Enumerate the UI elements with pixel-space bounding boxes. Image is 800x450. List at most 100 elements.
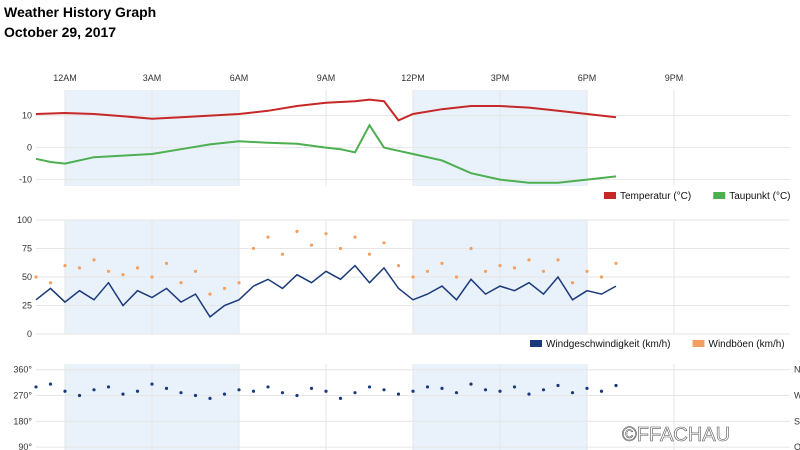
gust-point	[150, 275, 154, 279]
direction-point	[63, 389, 67, 393]
gust-point	[237, 281, 241, 285]
direction-point	[512, 385, 517, 389]
gust-point	[179, 281, 183, 285]
direction-point	[454, 391, 459, 395]
legend-swatch	[604, 192, 616, 199]
gust-point	[425, 269, 430, 273]
y-tick-label: 100	[17, 215, 32, 225]
y-tick-label: 50	[22, 272, 32, 282]
gust-point	[454, 275, 459, 279]
gust-point	[266, 235, 270, 239]
page-date: October 29, 2017	[4, 24, 117, 40]
series-line-primary	[35, 98, 617, 122]
gust-point	[324, 232, 328, 236]
gust-point	[541, 269, 546, 273]
direction-point	[382, 388, 386, 392]
y-tick-label: 0	[27, 329, 32, 339]
gust-point	[396, 264, 401, 268]
direction-point	[338, 396, 343, 400]
gust-point	[208, 292, 212, 296]
series-line-secondary	[35, 123, 617, 184]
gust-point	[382, 241, 386, 245]
x-tick-label: 6AM	[230, 73, 249, 83]
direction-point	[324, 389, 328, 393]
y-tick-label: 0	[27, 143, 32, 153]
gust-point	[440, 261, 444, 265]
watermark-text: ©FFACHAU	[622, 424, 730, 446]
y-right-label: W	[794, 391, 800, 401]
gust-point	[411, 275, 415, 279]
x-tick-label: 12AM	[53, 73, 77, 83]
direction-point	[251, 389, 256, 393]
y-right-label: N	[794, 365, 800, 375]
direction-point	[396, 392, 401, 396]
gust-point	[251, 246, 256, 251]
direction-point	[295, 393, 299, 398]
y-right-label: S	[794, 416, 800, 426]
direction-point	[280, 391, 285, 395]
gust-point	[63, 264, 67, 268]
x-tick-label: 9AM	[317, 73, 336, 83]
direction-point	[150, 382, 154, 386]
x-tick-label: 3PM	[491, 73, 510, 83]
direction-point	[222, 392, 227, 396]
x-tick-label: 9PM	[665, 73, 684, 83]
direction-point	[483, 388, 488, 392]
direction-point	[164, 386, 169, 390]
x-tick-label: 12PM	[401, 73, 425, 83]
direction-point	[77, 393, 82, 398]
legend-label: Windgeschwindigkeit (km/h)	[546, 339, 671, 350]
direction-point	[614, 383, 618, 388]
y-tick-label: 270°	[13, 391, 32, 401]
gust-point	[48, 281, 53, 285]
direction-point	[411, 389, 415, 393]
direction-point	[193, 393, 198, 398]
direction-point	[556, 383, 560, 388]
direction-point	[353, 391, 357, 395]
direction-point	[48, 382, 53, 386]
gust-point	[483, 269, 488, 273]
legend-swatch	[713, 192, 726, 199]
y-tick-label: 90°	[18, 442, 32, 450]
direction-point	[208, 396, 212, 400]
legend-label: Temperatur (°C)	[620, 191, 691, 202]
x-tick-label: 3AM	[143, 73, 162, 83]
direction-point	[309, 386, 314, 390]
direction-point	[527, 392, 531, 396]
x-tick-label: 6PM	[578, 73, 597, 83]
gust-point	[556, 258, 560, 262]
gust-point	[570, 281, 575, 285]
gust-point	[106, 269, 111, 273]
y-tick-label: 360°	[13, 365, 32, 375]
gust-point	[295, 229, 299, 233]
gust-point	[92, 258, 96, 262]
series-line-primary	[35, 264, 617, 319]
y-tick-label: 10	[22, 111, 32, 121]
gust-point	[280, 252, 285, 256]
direction-point	[237, 388, 241, 392]
direction-point	[469, 382, 473, 386]
gust-point	[469, 246, 473, 251]
direction-point	[440, 386, 444, 390]
direction-point	[92, 388, 96, 392]
legend-swatch	[692, 340, 705, 347]
direction-point	[541, 388, 546, 392]
direction-point	[121, 392, 125, 396]
gust-point	[367, 252, 372, 256]
gust-point	[338, 246, 343, 251]
direction-point	[570, 391, 575, 395]
direction-point	[498, 389, 502, 393]
gust-point	[193, 269, 198, 273]
direction-point	[106, 385, 111, 389]
gust-point	[121, 273, 125, 277]
gust-point	[222, 286, 227, 290]
gust-point	[585, 269, 589, 273]
y-tick-label: 75	[22, 244, 32, 254]
legend-label: Windböen (km/h)	[709, 339, 785, 350]
legend-swatch	[530, 340, 542, 347]
y-tick-label: 180°	[13, 416, 32, 426]
direction-point	[585, 386, 589, 390]
gust-point	[135, 266, 140, 270]
gust-point	[614, 261, 618, 265]
